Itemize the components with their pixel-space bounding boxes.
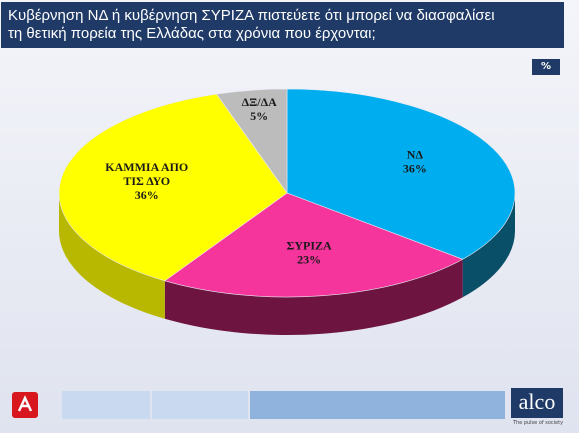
- footer-strip-1: [62, 391, 150, 419]
- slice-label-3: ΔΞ/ΔΑ 5%: [242, 95, 278, 123]
- pie-tops: [58, 88, 516, 298]
- footer-strip-3: [250, 391, 505, 419]
- alco-logo: alco: [511, 388, 563, 418]
- alco-tagline: The pulse of society: [512, 420, 564, 426]
- slice-label-2: ΚΑΜΜΙΑ ΑΠΟ ΤΙΣ ΔΥΟ 36%: [105, 160, 188, 202]
- chart-title-line1: Κυβέρνηση ΝΔ ή κυβέρνηση ΣΥΡΙΖΑ πιστεύετ…: [8, 7, 495, 24]
- slice-label-1: ΣΥΡΙΖΑ 23%: [287, 239, 333, 267]
- chart-title-line2: τη θετική πορεία της Ελλάδας στα χρόνια …: [8, 25, 376, 42]
- pie-side-2: [58, 193, 165, 319]
- slice-label-0: ΝΔ 36%: [403, 148, 427, 176]
- pie-sides: [58, 193, 515, 335]
- unit-badge: %: [532, 59, 560, 75]
- pie-labels: ΝΔ 36% ΣΥΡΙΖΑ 23% ΚΑΜΜΙΑ ΑΠΟ ΤΙΣ ΔΥΟ 36% ΔΞ/ΔΑ 5…: [105, 95, 427, 267]
- pie-slice-0: [286, 88, 516, 260]
- pie-side-1: [164, 259, 463, 335]
- alpha-channel-logo: [12, 392, 38, 418]
- pie-slice-1: [164, 192, 464, 298]
- chart-title: Κυβέρνηση ΝΔ ή κυβέρνηση ΣΥΡΙΖΑ πιστεύετ…: [1, 2, 564, 48]
- pie-slice-3: [216, 88, 288, 194]
- footer-strip-2: [152, 391, 248, 419]
- pie-side-0: [462, 193, 515, 298]
- pie-slice-2: [58, 93, 288, 282]
